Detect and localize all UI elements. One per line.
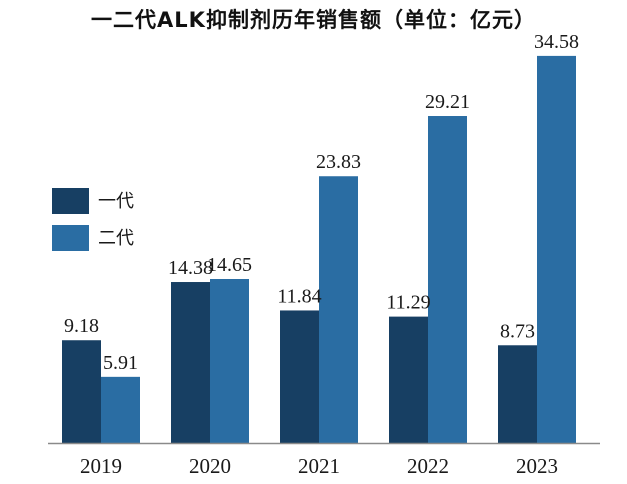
legend-swatch-gen2 [52, 225, 89, 251]
data-label-gen2-2022: 29.21 [425, 91, 470, 113]
bar-gen2-2023 [537, 55, 576, 443]
data-label-gen1-2022: 11.29 [386, 292, 430, 314]
data-label-gen1-2019: 9.18 [64, 315, 99, 337]
bars-layer [62, 55, 576, 443]
x-tick-2019: 2019 [80, 454, 122, 478]
data-label-gen2-2021: 23.83 [316, 151, 361, 173]
legend-label-gen1: 一代 [98, 191, 134, 212]
x-tick-2020: 2020 [189, 454, 231, 478]
bar-gen1-2022 [389, 316, 428, 443]
bar-gen1-2019 [62, 340, 101, 443]
bar-gen1-2021 [280, 310, 319, 443]
bar-gen2-2019 [101, 376, 140, 443]
data-label-gen2-2019: 5.91 [103, 352, 138, 374]
bar-gen2-2022 [428, 116, 467, 443]
data-label-gen1-2023: 8.73 [500, 320, 535, 342]
bar-gen2-2021 [319, 176, 358, 443]
legend-swatch-gen1 [52, 188, 89, 214]
x-tick-2023: 2023 [516, 454, 558, 478]
x-tick-2022: 2022 [407, 454, 449, 478]
legend-label-gen2: 二代 [98, 228, 134, 249]
data-label-gen1-2020: 14.38 [168, 257, 213, 279]
x-tick-2021: 2021 [298, 454, 340, 478]
data-label-gen2-2023: 34.58 [534, 31, 579, 53]
bar-gen1-2023 [498, 345, 537, 443]
data-label-gen1-2021: 11.84 [277, 285, 321, 307]
x-tick-labels: 2019 2020 2021 2022 2023 [80, 454, 558, 478]
bar-gen2-2020 [210, 279, 249, 443]
data-label-gen2-2020: 14.65 [207, 254, 252, 276]
bar-gen1-2020 [171, 282, 210, 443]
chart-title: 一二代ALK抑制剂历年销售额（单位：亿元） [91, 8, 536, 32]
